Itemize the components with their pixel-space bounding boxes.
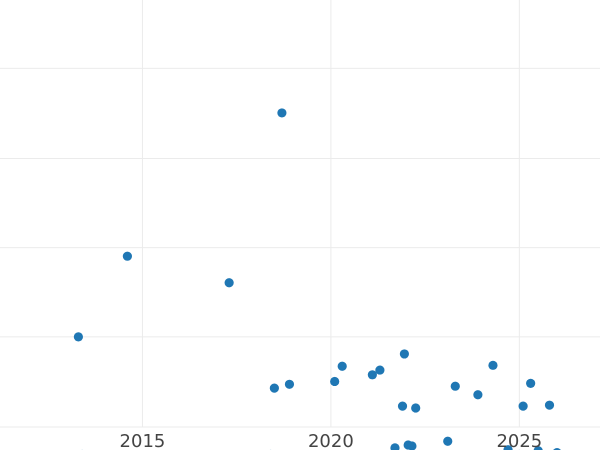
scatter-point (269, 383, 279, 393)
scatter-point (450, 381, 460, 391)
scatter-point (375, 365, 385, 375)
scatter-point (337, 361, 347, 371)
scatter-point (526, 378, 536, 388)
scatter-point (284, 379, 295, 389)
scatter-point (397, 401, 408, 411)
scatter-point (411, 403, 421, 413)
scatter-point (390, 443, 400, 450)
scatter-point (73, 332, 83, 342)
scatter-point (407, 441, 417, 450)
x-axis: 2015 2020 2025 (120, 431, 543, 450)
scatter-point (277, 108, 287, 118)
scatter-point (544, 400, 555, 410)
scatter-point (518, 401, 528, 411)
scatter-point (330, 376, 340, 387)
grid-layer (0, 0, 600, 428)
x-tick-label: 2015 (120, 431, 166, 450)
scatter-point (503, 445, 513, 450)
scatter-point (488, 360, 498, 370)
points-layer (73, 108, 561, 450)
scatter-point (367, 370, 377, 380)
scatter-point (533, 446, 543, 450)
scatter-point (224, 278, 234, 288)
scatter-point (122, 251, 132, 261)
scatter-point (443, 436, 453, 446)
x-tick-label: 2020 (308, 431, 354, 450)
scatter-point (399, 349, 409, 359)
scatter-point (473, 390, 483, 400)
x-tick-label: 2025 (496, 431, 542, 450)
